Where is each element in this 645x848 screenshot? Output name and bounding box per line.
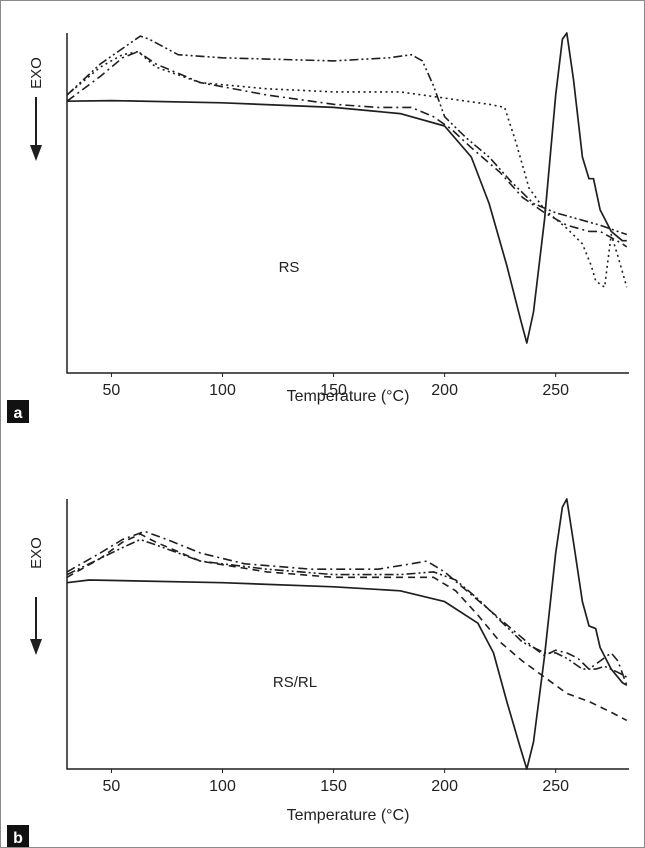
series-group [66, 498, 628, 770]
plot-frame [66, 499, 629, 770]
panel-badge-b: b [7, 825, 29, 847]
panel-label: b [13, 830, 23, 847]
exo-arrow-icon [30, 597, 42, 655]
series-line-dash-dot-2 [66, 530, 628, 686]
series-line-dash-dot-dot-2 [66, 35, 628, 236]
x-tick-label: 200 [431, 382, 458, 399]
sample-label: RS/RL [273, 674, 317, 691]
x-tick-label: 250 [542, 382, 569, 399]
series-line-dashed-4 [66, 533, 628, 722]
series-line-dotted-3 [66, 50, 628, 288]
chart-panel-b: 50 100 150 200 250 Temperature (°C) RS/RL EX… [7, 498, 629, 847]
chart-panel-a: 50 100 150 200 250 Temperature (°C) RS EXO a [7, 32, 629, 423]
exo-arrow-icon [30, 97, 42, 161]
series-group [66, 32, 628, 344]
series-line-solid-1 [66, 498, 628, 770]
series-line-dash-dot-4 [66, 50, 628, 248]
x-axis-title: Temperature (°C) [287, 388, 410, 405]
x-tick-label: 50 [103, 778, 121, 795]
series-line-solid-1 [66, 32, 627, 344]
x-tick-label: 150 [320, 382, 347, 399]
x-tick-label: 250 [542, 778, 569, 795]
panel-badge-a: a [7, 400, 29, 423]
plot-frame [66, 33, 629, 374]
exo-label: EXO [28, 537, 45, 569]
x-tick-label: 100 [209, 382, 236, 399]
x-tick-label: 150 [320, 778, 347, 795]
x-axis-title: Temperature (°C) [287, 807, 410, 824]
sample-label: RS [279, 259, 300, 276]
exo-label: EXO [28, 57, 45, 89]
x-tick-group: 50 100 150 200 250 [103, 373, 569, 399]
x-tick-group: 50 100 150 200 250 [103, 769, 569, 795]
panel-label: a [14, 405, 23, 422]
x-tick-label: 50 [103, 382, 121, 399]
series-line-dash-dot-dot-3 [66, 538, 628, 678]
x-tick-label: 100 [209, 778, 236, 795]
x-tick-label: 200 [431, 778, 458, 795]
